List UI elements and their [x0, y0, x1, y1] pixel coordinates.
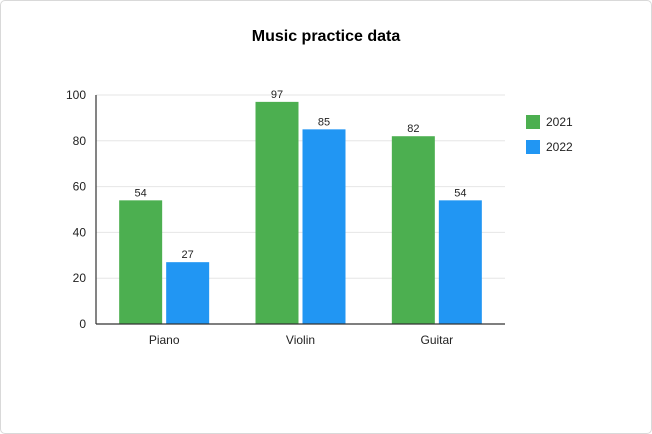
legend-swatch: [526, 115, 540, 129]
y-tick-label: 40: [73, 225, 87, 239]
legend-label: 2021: [546, 115, 573, 129]
gridlines: [96, 94, 505, 279]
bar-guitar-2021: [391, 136, 435, 324]
legend-swatch: [526, 140, 540, 154]
y-tick-label: 60: [73, 180, 87, 194]
y-axis-ticks: 0 20 40 60 80 100: [66, 88, 86, 331]
y-tick-label: 100: [66, 88, 86, 102]
data-labels: 54 27 97 85 82 54: [135, 89, 467, 261]
x-category-label: Guitar: [420, 333, 453, 347]
x-axis-categories: Piano Violin Guitar: [149, 333, 453, 347]
x-category-label: Violin: [286, 333, 315, 347]
legend-label: 2022: [546, 140, 573, 154]
bar-piano-2022: [166, 262, 210, 324]
chart-title: Music practice data: [252, 28, 401, 45]
x-category-label: Piano: [149, 333, 180, 347]
y-tick-label: 0: [79, 317, 86, 331]
data-label: 82: [407, 123, 419, 135]
data-label: 54: [454, 187, 466, 199]
data-label: 54: [135, 187, 147, 199]
bar-violin-2021: [255, 101, 299, 325]
y-tick-label: 80: [73, 134, 87, 148]
data-label: 97: [271, 89, 283, 101]
bars: [119, 101, 482, 325]
bar-violin-2022: [302, 129, 346, 324]
data-label: 27: [182, 249, 194, 261]
data-label: 85: [318, 116, 330, 128]
bar-piano-2021: [119, 200, 163, 324]
y-tick-label: 20: [73, 271, 87, 285]
legend: 2021 2022: [526, 115, 573, 154]
bar-guitar-2022: [438, 200, 482, 324]
